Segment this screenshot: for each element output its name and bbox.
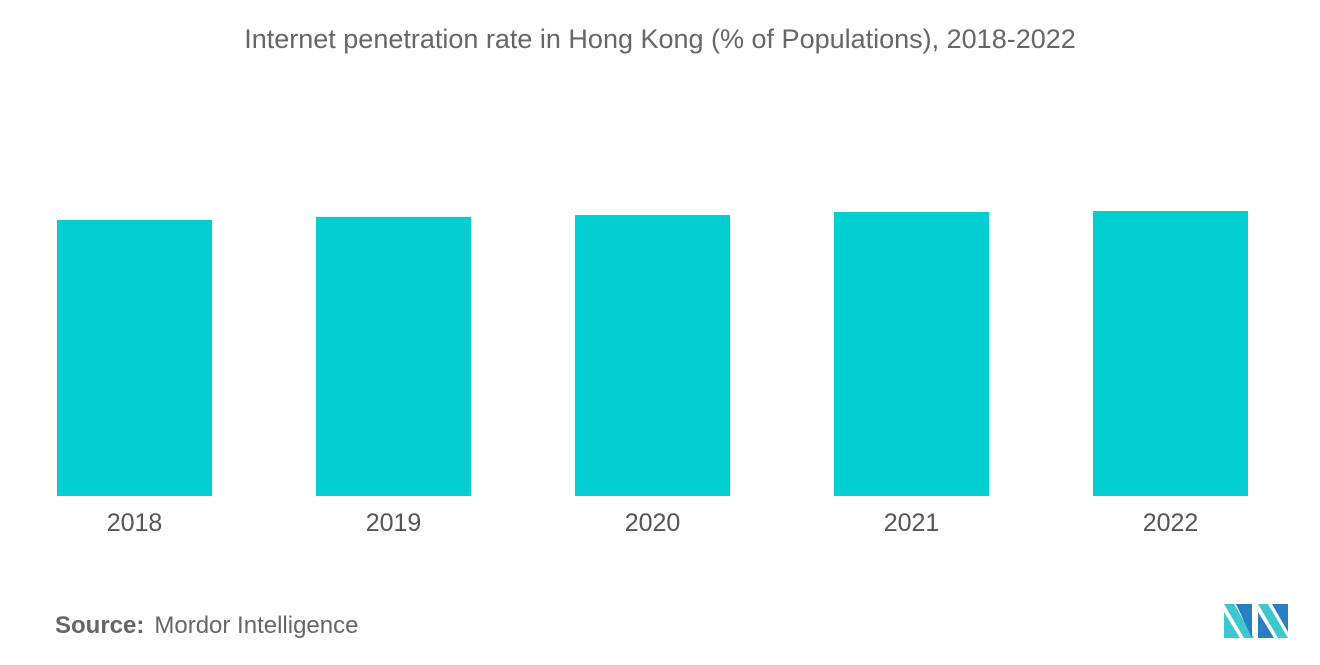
x-tick-label: 2020	[625, 509, 681, 537]
x-tick-label: 2021	[884, 509, 940, 537]
bar-2019	[316, 216, 471, 496]
source-label: Source:	[55, 612, 145, 639]
bar-2022	[1093, 211, 1248, 497]
x-tick-label: 2022	[1143, 509, 1199, 537]
mordor-logo	[1224, 604, 1288, 638]
chart-title: Internet penetration rate in Hong Kong (…	[244, 24, 1076, 54]
x-tick-label: 2018	[107, 509, 163, 537]
bar-2021	[834, 211, 989, 496]
x-tick-label: 2019	[366, 509, 422, 537]
source-line: Source: Mordor Intelligence	[55, 612, 358, 640]
bar-2020	[575, 215, 730, 496]
source-value: Mordor Intelligence	[154, 612, 359, 639]
bar-2018	[57, 219, 212, 496]
